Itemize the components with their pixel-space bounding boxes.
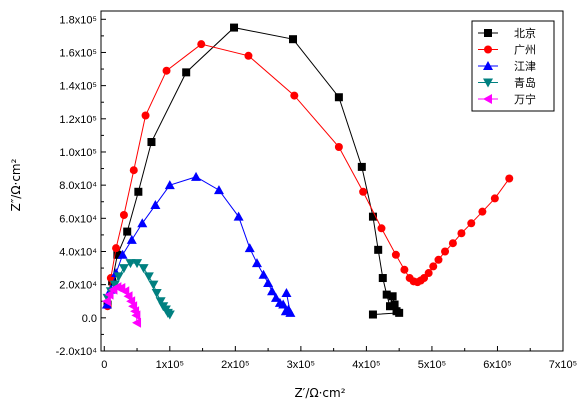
x-tick-label: 2x10⁵ [221,359,249,371]
data-point [449,239,457,247]
x-axis-title: Z′/Ω·cm² [294,386,345,400]
data-point [112,244,120,252]
data-point [358,163,366,171]
data-point [505,175,513,183]
y-axis-ticks: -2.0x10⁴ 0.0 2.0x10⁴ 4.0x10⁴ 6.0x10⁴ 8.0x10⁴ 1… [56,14,106,358]
legend-marker [484,29,492,37]
data-point [134,188,142,196]
data-point [230,24,238,32]
data-point [392,251,400,259]
data-point [429,262,437,270]
data-point [120,211,128,219]
data-point [457,229,465,237]
y-tick-label: 1.4x10⁵ [59,81,97,93]
legend-label: 江津 [514,60,536,73]
x-tick-label: 1x10⁵ [156,359,184,371]
data-point [335,143,343,151]
data-point [130,166,138,174]
y-tick-label: 1.6x10⁵ [59,47,97,59]
y-axis-title: Z″/Ω·cm² [9,158,23,211]
x-tick-label: 5x10⁵ [418,359,446,371]
x-tick-label: 7x10⁵ [549,359,577,371]
x-tick-label: 0 [101,359,107,371]
legend-label: 万宁 [514,92,536,106]
data-point [244,52,252,60]
data-point [142,111,150,119]
x-tick-label: 6x10⁵ [483,359,511,371]
data-point [441,247,449,255]
x-tick-label: 3x10⁵ [287,359,315,371]
y-tick-label: -2.0x10⁴ [56,346,98,358]
data-point [467,219,475,227]
y-tick-label: 8.0x10⁴ [59,180,97,192]
y-tick-label: 4.0x10⁴ [59,246,97,258]
x-tick-label: 4x10⁵ [352,359,380,371]
y-tick-label: 1.0x10⁵ [59,147,97,159]
y-tick-label: 1.2x10⁵ [59,114,97,126]
data-point [379,274,387,282]
data-point [182,68,190,76]
legend: 北京广州江津青岛万宁 [472,21,554,111]
data-point [290,92,298,100]
data-point [395,309,403,317]
y-tick-label: 2.0x10⁴ [59,280,97,292]
data-point [400,266,408,274]
data-point [359,188,367,196]
legend-label: 北京 [514,26,536,40]
data-point [425,269,433,277]
y-tick-label: 0.0 [82,313,97,325]
legend-label: 青岛 [514,76,536,90]
legend-marker [484,46,492,54]
data-point [374,246,382,254]
y-tick-label: 1.8x10⁵ [59,14,97,26]
data-point [123,228,131,236]
data-point [335,93,343,101]
data-point [289,35,297,43]
data-point [147,138,155,146]
data-point [478,208,486,216]
data-point [163,67,171,75]
data-point [377,224,385,232]
data-point [197,40,205,48]
data-point [491,194,499,202]
data-point [434,256,442,264]
y-tick-label: 6.0x10⁴ [59,213,97,225]
legend-label: 广州 [514,44,536,57]
data-point [369,311,377,319]
data-point [389,292,397,300]
